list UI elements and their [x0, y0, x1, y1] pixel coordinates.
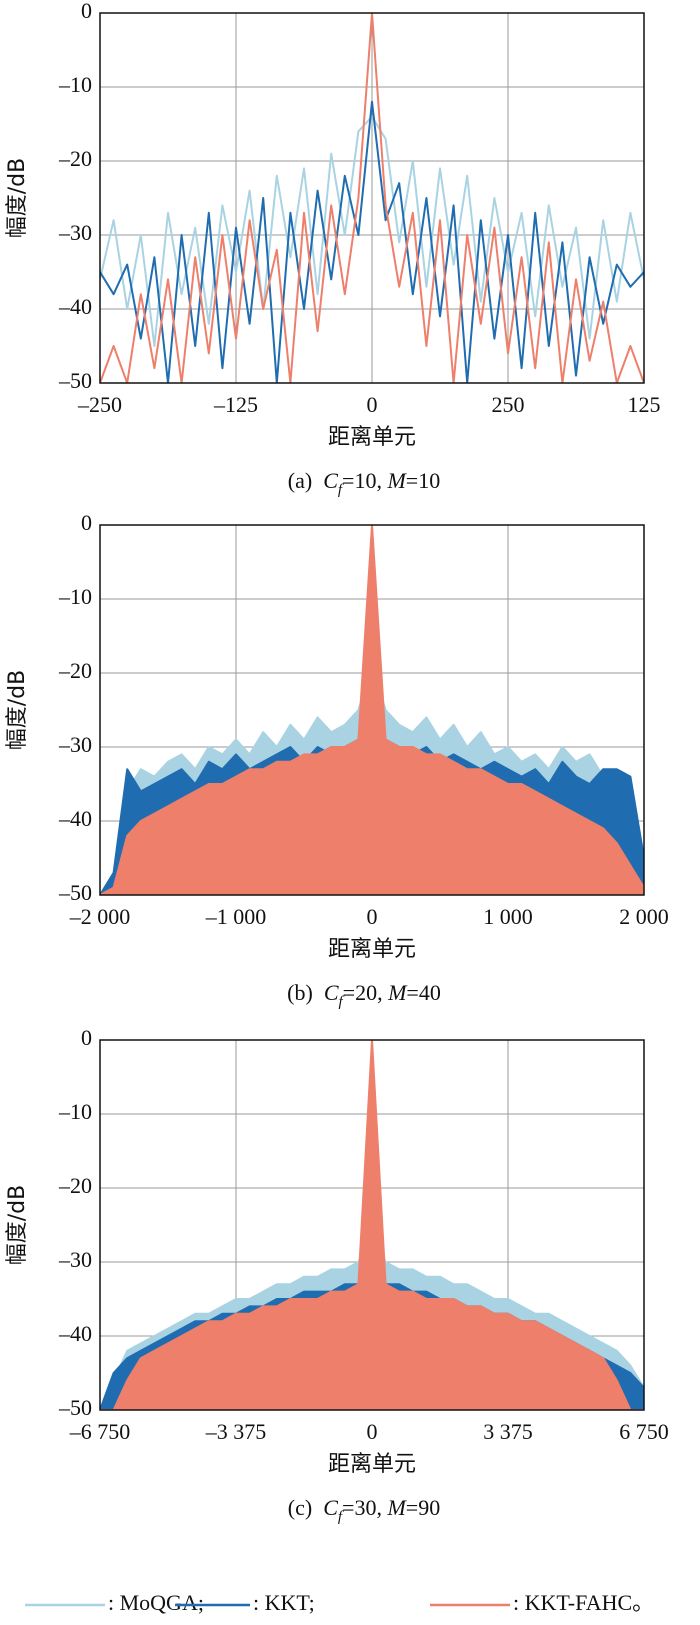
x-tick-label: 125: [628, 392, 661, 417]
y-tick-label: –10: [58, 584, 92, 609]
x-axis-label: 距离单元: [328, 425, 416, 450]
legend-label: : KKT-FAHC。: [513, 1590, 654, 1615]
series-line: [100, 1040, 644, 1410]
x-tick-label: –3 375: [205, 1419, 267, 1444]
legend-label: : KKT;: [253, 1590, 315, 1615]
caption: (c) Cf=30, M=90: [288, 1495, 440, 1525]
caption-part: =30,: [342, 1495, 387, 1520]
x-tick-label: 2 000: [619, 904, 669, 929]
y-tick-label: –50: [58, 880, 92, 905]
x-tick-label: 6 750: [619, 1419, 669, 1444]
y-tick-label: –40: [58, 806, 92, 831]
y-tick-label: 0: [81, 510, 92, 535]
caption-part: M: [386, 468, 407, 493]
caption-part: =90: [406, 1495, 440, 1520]
y-tick-label: –30: [58, 1247, 92, 1272]
series-line: [100, 115, 644, 347]
y-tick-label: 0: [81, 0, 92, 23]
caption-part: C: [323, 468, 338, 493]
caption-part: =20,: [343, 980, 388, 1005]
y-axis-label: 幅度/dB: [5, 1185, 30, 1265]
caption-part: =10,: [342, 468, 387, 493]
plot-frame: [99, 1039, 645, 1411]
series-line: [100, 100, 644, 383]
caption-part: =40: [406, 980, 440, 1005]
y-tick-label: –20: [58, 146, 92, 171]
y-tick-label: –50: [58, 1395, 92, 1420]
caption-part: (a): [288, 468, 323, 493]
y-tick-label: –40: [58, 1321, 92, 1346]
x-tick-label: –1 000: [205, 904, 267, 929]
x-tick-label: 250: [492, 392, 525, 417]
plot-frame: [99, 524, 645, 896]
x-tick-label: 1 000: [483, 904, 533, 929]
caption-part: C: [323, 1495, 338, 1520]
x-tick-label: –6 750: [69, 1419, 131, 1444]
x-tick-label: 3 375: [483, 1419, 533, 1444]
y-tick-label: –30: [58, 220, 92, 245]
plot: [100, 1040, 644, 1410]
x-tick-label: –125: [213, 392, 258, 417]
x-tick-label: 0: [367, 1419, 378, 1444]
legend-label: : MoQGA;: [108, 1590, 204, 1615]
caption-part: M: [386, 1495, 407, 1520]
caption-part: C: [324, 980, 339, 1005]
series-line: [100, 525, 644, 895]
plot: [100, 525, 644, 895]
plot: [100, 13, 644, 383]
y-axis-label: 幅度/dB: [5, 158, 30, 238]
x-tick-label: 0: [367, 392, 378, 417]
series-line: [100, 13, 644, 383]
caption: (a) Cf=10, M=10: [288, 468, 440, 498]
caption-part: f: [338, 482, 344, 498]
x-axis-label: 距离单元: [328, 1452, 416, 1477]
x-tick-label: 0: [367, 904, 378, 929]
caption-part: f: [339, 994, 345, 1010]
y-axis-label: 幅度/dB: [5, 670, 30, 750]
y-tick-label: –10: [58, 72, 92, 97]
x-axis-label: 距离单元: [328, 937, 416, 962]
y-tick-label: –20: [58, 658, 92, 683]
y-tick-label: –40: [58, 294, 92, 319]
caption-part: f: [338, 1509, 344, 1525]
caption: (b) Cf=20, M=40: [287, 980, 441, 1010]
caption-part: (c): [288, 1495, 323, 1520]
caption-part: =10: [406, 468, 440, 493]
caption-part: M: [387, 980, 408, 1005]
y-tick-label: –20: [58, 1173, 92, 1198]
x-tick-label: –2 000: [69, 904, 131, 929]
y-tick-label: –10: [58, 1099, 92, 1124]
caption-part: (b): [287, 980, 324, 1005]
y-tick-label: –30: [58, 732, 92, 757]
y-tick-label: –50: [58, 368, 92, 393]
y-tick-label: 0: [81, 1025, 92, 1050]
plot-frame: [99, 12, 645, 384]
x-tick-label: –250: [77, 392, 122, 417]
